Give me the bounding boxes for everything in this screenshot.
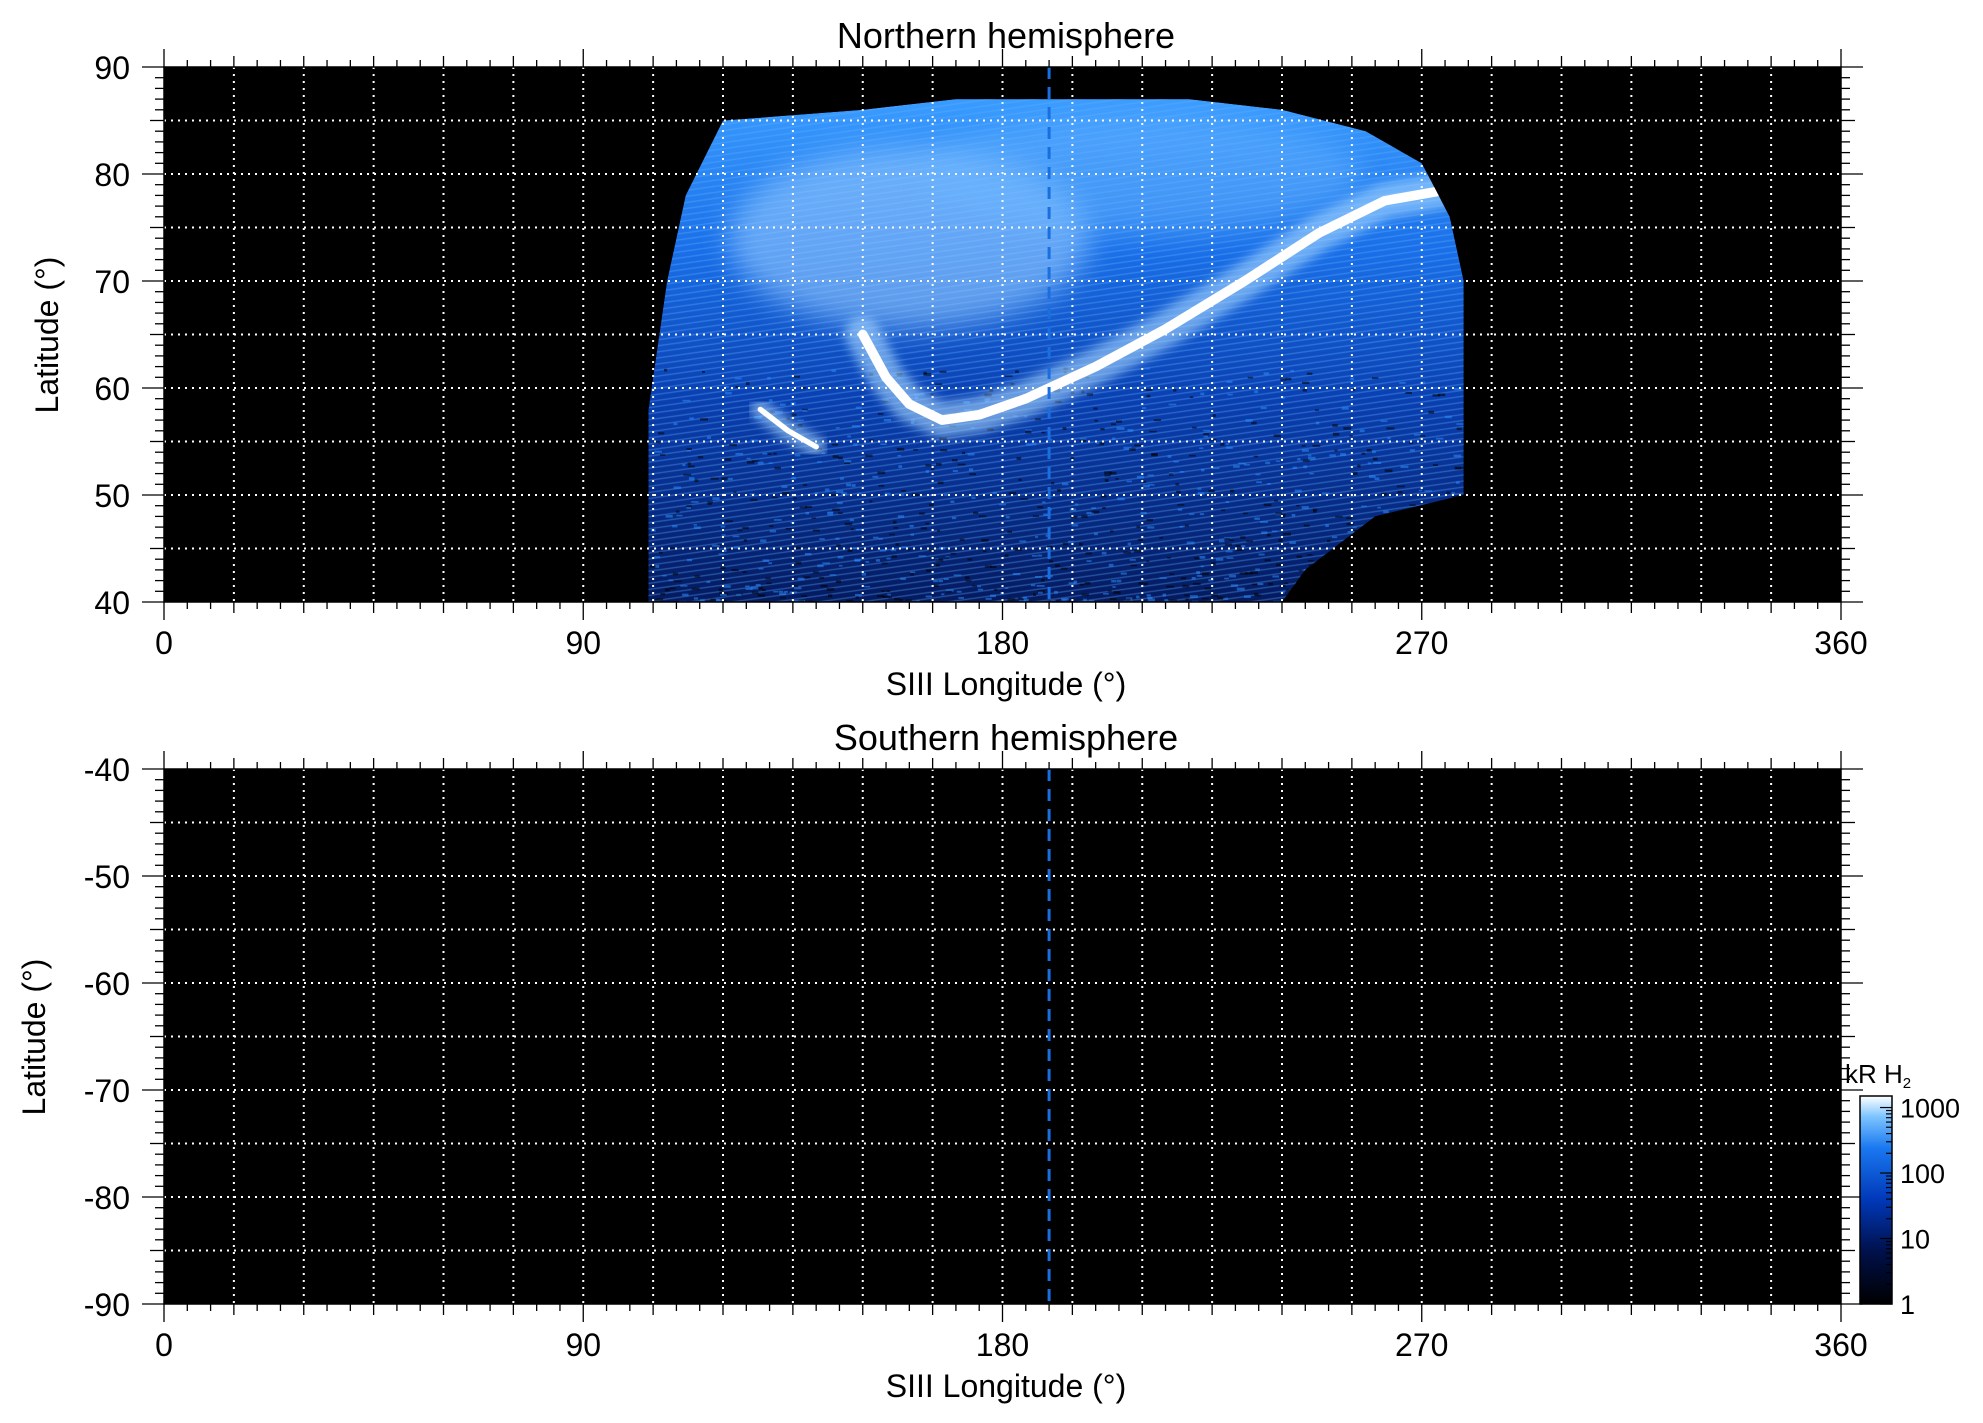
southern-grid [164,769,1841,1304]
x-tick-label: 0 [155,625,173,661]
colorbar-label: kR H2 [1845,1059,1911,1092]
southern-y-axis-label: Latitude (°) [16,959,52,1116]
colorbar-tick-label: 100 [1900,1159,1945,1189]
northern-y-axis-label: Latitude (°) [29,257,65,414]
y-tick-label: 40 [94,585,130,621]
northern-x-axis-label: SIII Longitude (°) [886,666,1126,702]
colorbar-tick-label: 1 [1900,1290,1915,1320]
x-tick-label: 360 [1814,1327,1867,1363]
x-tick-label: 90 [565,625,601,661]
y-tick-label: -60 [84,966,130,1002]
northern-grid [164,67,1841,602]
y-tick-label: 50 [94,478,130,514]
y-tick-label: 80 [94,157,130,193]
emission-coverage-region [648,99,1464,602]
southern-panel-title: Southern hemisphere [834,717,1178,758]
y-tick-label: 70 [94,264,130,300]
y-tick-label: -50 [84,859,130,895]
main-auroral-oval [858,185,1450,425]
y-tick-label: 90 [94,50,130,86]
y-tick-label: 60 [94,371,130,407]
x-tick-label: 270 [1395,1327,1448,1363]
low-latitude-noise [650,367,1464,602]
southern-x-axis-label: SIII Longitude (°) [886,1368,1126,1404]
colorbar: kR H2 1 10 100 1000 [1845,1059,1960,1320]
y-tick-label: -80 [84,1180,130,1216]
southern-y-axis: -40 -50 -60 -70 -80 -90 [84,752,1863,1323]
colorbar-tick-label: 10 [1900,1225,1930,1255]
northern-x-axis: 0 90 180 270 360 [155,49,1868,661]
y-tick-label: -90 [84,1287,130,1323]
colorbar-tick-label: 1000 [1900,1094,1960,1124]
colorbar-ticks: 1 10 100 1000 [1880,1094,1960,1320]
northern-hemisphere-panel: Northern hemisphere 40 50 60 70 80 90 0 90 180 2… [29,15,1868,702]
x-tick-label: 0 [155,1327,173,1363]
northern-panel-title: Northern hemisphere [837,15,1175,56]
y-tick-label: -70 [84,1073,130,1109]
northern-y-axis: 40 50 60 70 80 90 [94,50,1863,621]
southern-x-axis: 0 90 180 270 360 [155,751,1868,1363]
equatorward-arc [757,406,819,450]
x-tick-label: 90 [565,1327,601,1363]
northern-emission-map [648,99,1464,602]
x-tick-label: 270 [1395,625,1448,661]
colorbar-gradient [1859,1095,1893,1305]
x-tick-label: 180 [976,625,1029,661]
southern-hemisphere-panel: Southern hemisphere -40 -50 -60 -70 -80 -90 0… [16,717,1868,1404]
y-tick-label: -40 [84,752,130,788]
x-tick-label: 360 [1814,625,1867,661]
x-tick-label: 180 [976,1327,1029,1363]
